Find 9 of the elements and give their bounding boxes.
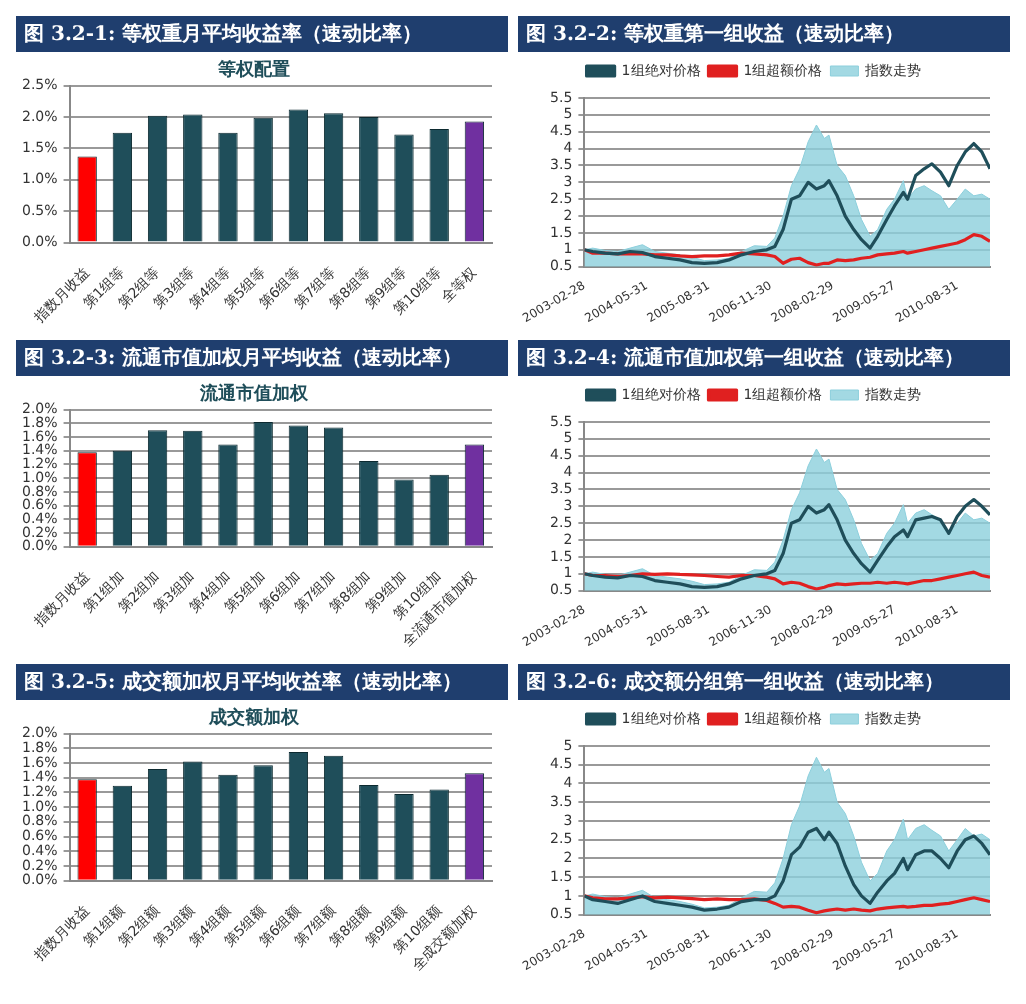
chart-title: 图 3.2-1: 等权重月平均收益率（速动比率） [16,16,508,52]
chart-title: 图 3.2-3: 流通市值加权月平均收益（速动比率） [16,340,508,376]
chart-title: 图 3.2-4: 流通市值加权第一组收益（速动比率） [518,340,1010,376]
chart-title: 图 3.2-6: 成交额分组第一组收益（速动比率） [518,664,1010,700]
chart-title: 图 3.2-5: 成交额加权月平均收益率（速动比率） [16,664,508,700]
chart-subtitle: 等权配置 [216,59,290,82]
chart-subtitle: 流通市值加权 [198,383,310,406]
chart-title: 图 3.2-2: 等权重第一组收益（速动比率） [518,16,1010,52]
chart-subtitle: 成交额加权 [207,707,301,730]
